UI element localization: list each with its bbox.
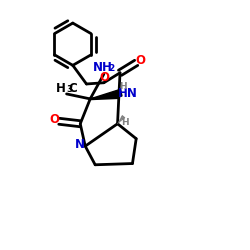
Text: HN: HN — [118, 88, 138, 101]
Text: O: O — [50, 113, 60, 126]
Text: 2: 2 — [109, 64, 115, 73]
Text: O: O — [100, 71, 110, 84]
Text: NH: NH — [93, 60, 112, 74]
Text: H: H — [121, 118, 128, 127]
Text: H: H — [120, 82, 127, 91]
Text: N: N — [75, 138, 85, 151]
Text: H: H — [56, 82, 65, 95]
Polygon shape — [90, 89, 122, 99]
Text: C: C — [68, 82, 77, 95]
Text: 3: 3 — [66, 86, 72, 94]
Text: O: O — [136, 54, 146, 67]
